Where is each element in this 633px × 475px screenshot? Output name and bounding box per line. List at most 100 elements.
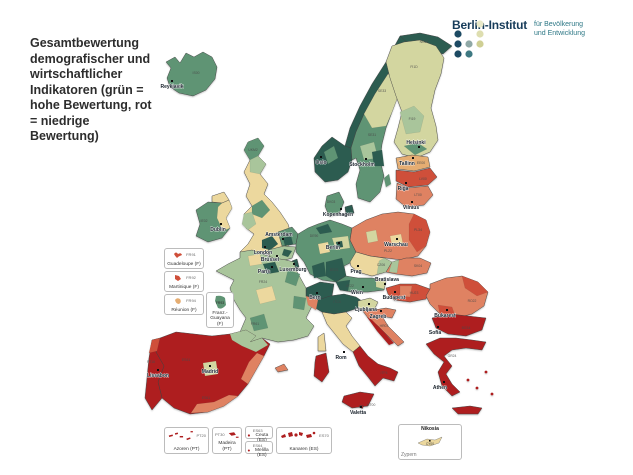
guayana-shape-icon: FR93 xyxy=(215,295,226,309)
region-france-north xyxy=(247,253,263,267)
inset-azoren: PT20 Azoren (PT) xyxy=(164,427,209,454)
region-northern-ireland xyxy=(211,191,230,204)
city-marker-zagreb xyxy=(380,310,382,312)
inset-ceuta: ES63 Ceuta (ES) xyxy=(245,426,273,443)
city-label-ljubljana: Ljubljana xyxy=(355,307,377,313)
city-marker-riga xyxy=(405,182,407,184)
inset-code: ES70 xyxy=(319,432,329,438)
region-code: ITF4 xyxy=(381,371,388,375)
region-valencia xyxy=(240,352,265,385)
city-label-rom: Rom xyxy=(335,355,347,361)
region-stockholm xyxy=(371,149,385,167)
region-code: CZ06 xyxy=(377,263,385,267)
region-gotland xyxy=(383,173,392,188)
region-code: ES61 xyxy=(202,396,210,400)
inset-label: Azoren (PT) xyxy=(173,446,200,452)
greek-island-4 xyxy=(490,392,494,396)
city-marker-wien xyxy=(362,286,364,288)
inset-city-nikosia: Nikosia xyxy=(421,426,439,432)
melilla-shape-icon xyxy=(247,449,250,452)
logo-tagline-line2: und Entwicklung xyxy=(534,30,585,37)
region-spain-northeast xyxy=(229,329,269,353)
region-scotland-south xyxy=(249,155,267,175)
city-labels: Reykjavik Oslo Stockholm Helsinki Tallin… xyxy=(147,80,456,416)
region-vienna xyxy=(375,277,387,290)
region-tyrol xyxy=(335,279,351,292)
city-marker-amsterdam xyxy=(282,238,284,240)
city-label-prag: Prag xyxy=(350,269,361,275)
city-marker-warschau xyxy=(396,238,398,240)
city-label-zagreb: Zagreb xyxy=(370,314,387,320)
inset-guayana: FR93 Franz.-Guayana (F) xyxy=(206,292,234,328)
city-marker-helsinki xyxy=(418,146,420,148)
greek-island-2 xyxy=(475,386,479,390)
region-code: AT22 xyxy=(346,284,354,288)
region-portugal-north xyxy=(148,337,161,354)
region-code: RO22 xyxy=(468,299,477,303)
region-romania-east xyxy=(461,275,489,297)
inset-code: FR92 xyxy=(186,275,196,280)
inset-label: Melilla (ES) xyxy=(255,448,269,459)
region-corsica xyxy=(317,332,327,352)
region-code: FI1D xyxy=(410,65,418,69)
city-marker-stockholm xyxy=(365,158,367,160)
inset-label: Ceuta (ES) xyxy=(255,433,269,443)
page-title: Gesamtbewertung demografischer und wirts… xyxy=(30,36,152,143)
region-balearics xyxy=(274,363,289,373)
region-bulgaria xyxy=(431,313,487,337)
city-label-kopenhagen: Kopenhagen xyxy=(323,212,353,218)
region-code: BG34 xyxy=(462,326,471,330)
logo-tagline: für Bevölkerung und Entwicklung xyxy=(534,20,585,38)
city-marker-bratislava xyxy=(384,283,386,285)
region-poland-east xyxy=(408,213,431,253)
region-code: DK03 xyxy=(327,200,336,204)
city-marker-bern xyxy=(316,292,318,294)
greek-island-3 xyxy=(484,370,488,374)
region-poland-west xyxy=(365,229,379,244)
inset-code: PT30 xyxy=(215,431,225,437)
inset-label: Madeira (PT) xyxy=(218,441,236,452)
inset-label: Kanaren (ES) xyxy=(289,446,319,452)
region-finland-south xyxy=(403,142,428,156)
inset-melilla: ES64 Melilla (ES) xyxy=(245,441,273,458)
region-randstad xyxy=(282,235,294,247)
region-code: HR03 xyxy=(380,324,389,328)
martinique-shape-icon xyxy=(175,275,182,281)
inset-code: FR94 xyxy=(186,298,196,303)
reunion-shape-icon xyxy=(175,298,181,304)
region-bratislava xyxy=(388,259,400,274)
region-code: SE31 xyxy=(368,133,376,137)
city-label-madrid: Madrid xyxy=(202,369,218,375)
inset-label: Franz.-Guayana (F) xyxy=(210,311,230,327)
greek-island-1 xyxy=(466,378,470,382)
region-code: IS00 xyxy=(193,71,200,75)
region-crete xyxy=(451,405,483,415)
region-code: NO07 xyxy=(420,40,429,44)
city-label-tallinn: Tallinn xyxy=(399,161,415,167)
city-marker-nikosia xyxy=(429,440,431,442)
region-greece xyxy=(425,337,487,397)
city-marker-prag xyxy=(357,265,359,267)
region-romania xyxy=(425,275,489,319)
region-mitteldeutschland xyxy=(317,241,331,255)
region-norway-south-patch xyxy=(323,145,339,165)
city-label-bruessel: Brüssel xyxy=(261,257,280,263)
city-marker-sofia xyxy=(437,326,439,328)
city-marker-vilnius xyxy=(411,201,413,203)
city-marker-rom xyxy=(343,351,345,353)
madeira-shape-icon xyxy=(228,432,239,438)
city-label-warschau: Warschau xyxy=(384,242,408,248)
region-sardinia xyxy=(313,352,330,383)
inset-code: CY00 xyxy=(426,442,434,446)
region-code: DE90 xyxy=(310,234,319,238)
region-code: IE02 xyxy=(201,219,208,223)
city-marker-bukarest xyxy=(446,309,448,311)
city-label-stockholm: Stockholm xyxy=(349,162,375,168)
kanaren-shape-icon xyxy=(281,431,316,438)
region-berlin xyxy=(335,240,344,249)
region-lithuania xyxy=(395,182,434,208)
city-marker-reykjavik xyxy=(171,80,173,82)
region-madrid xyxy=(202,360,219,377)
region-france-east xyxy=(284,269,301,287)
